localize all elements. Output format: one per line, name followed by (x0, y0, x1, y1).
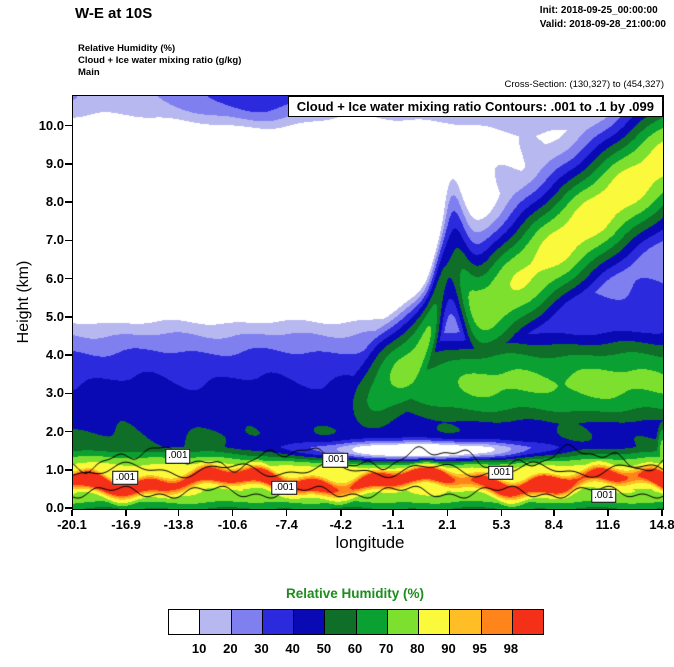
cross-section-info: Cross-Section: (130,327) to (454,327) (504, 79, 664, 90)
y-tick-mark (65, 316, 72, 318)
colorbar-label: 10 (191, 641, 207, 656)
colorbar-title: Relative Humidity (%) (285, 586, 425, 601)
field-line-cloud-ice: Cloud + Ice water mixing ratio (g/kg) (78, 54, 242, 66)
x-tick-mark (607, 509, 609, 516)
x-tick-label: 14.8 (649, 517, 674, 532)
x-tick-label: 2.1 (438, 517, 457, 532)
rh-contour-canvas (73, 96, 663, 509)
colorbar-swatch (293, 610, 325, 634)
x-tick-label: 8.4 (544, 517, 563, 532)
colorbar-swatch (418, 610, 450, 634)
x-tick-mark (553, 509, 555, 516)
colorbar-label: 20 (223, 641, 238, 656)
x-axis-label: longitude (335, 533, 405, 552)
contour-label: .001 (591, 488, 617, 504)
y-tick-mark (65, 469, 72, 471)
y-tick-mark (65, 201, 72, 203)
colorbar-swatch (199, 610, 231, 634)
x-tick-mark (500, 509, 503, 516)
y-tick-mark (65, 124, 72, 127)
contour-info-box: Cloud + Ice water mixing ratio Contours:… (287, 96, 663, 117)
x-tick-label: -13.8 (163, 517, 194, 532)
plot-area: Cloud + Ice water mixing ratio Contours:… (72, 95, 664, 510)
colorbar (168, 609, 544, 635)
contour-label: .001 (271, 480, 298, 495)
y-tick-label: 2.0 (45, 423, 64, 439)
x-tick-mark (125, 509, 127, 516)
x-tick-label: -4.2 (329, 517, 352, 532)
y-tick-mark (65, 392, 72, 395)
colorbar-label: 30 (254, 641, 269, 656)
y-tick-mark (65, 354, 72, 356)
y-tick-label: 5.0 (45, 308, 64, 324)
x-tick-label: -16.9 (111, 517, 141, 532)
contour-label: .001 (322, 453, 348, 468)
y-tick-label: 3.0 (45, 385, 64, 401)
y-tick-label: 10.0 (38, 117, 64, 133)
colorbar-labels: 10 20 30 40 50 60 70 80 90 95 98 (168, 641, 542, 657)
colorbar-swatch (511, 610, 543, 634)
colorbar-swatch (261, 610, 293, 634)
y-tick-label: 4.0 (45, 347, 64, 363)
field-line-rh: Relative Humidity (%) (78, 43, 176, 54)
colorbar-label: 98 (503, 641, 519, 656)
x-tick-mark (231, 509, 234, 516)
colorbar-swatch (324, 610, 356, 634)
colorbar-label: 90 (441, 641, 456, 656)
colorbar-swatch (230, 610, 262, 634)
x-tick-label: 5.3 (492, 517, 511, 532)
x-tick-mark (340, 509, 342, 516)
colorbar-label: 60 (347, 641, 363, 656)
x-tick-label: -10.6 (217, 517, 248, 532)
y-tick-mark (65, 239, 72, 242)
colorbar-swatch (169, 610, 200, 634)
colorbar-label: 80 (410, 641, 425, 656)
colorbar-label: 40 (285, 641, 300, 656)
colorbar-label: 70 (378, 641, 394, 656)
colorbar-label: 95 (472, 641, 487, 656)
y-tick-label: 1.0 (45, 461, 64, 477)
y-tick-label: 9.0 (45, 155, 64, 171)
y-tick-mark (65, 163, 72, 165)
x-tick-mark (71, 509, 73, 516)
y-axis-label: Height (km) (15, 260, 32, 344)
x-tick-mark (177, 509, 180, 516)
x-tick-label: 11.6 (595, 517, 621, 532)
colorbar-label: 50 (316, 641, 332, 656)
y-tick-mark (65, 430, 72, 433)
y-tick-mark (65, 507, 72, 509)
field-line-main: Main (78, 66, 100, 78)
field-list: Relative Humidity (%) Cloud + Ice water … (78, 43, 241, 79)
contour-label: .001 (487, 465, 514, 480)
y-tick-label: 6.0 (45, 270, 64, 286)
run-times: Init: 2018-09-25_00:00:00 Valid: 2018-09… (540, 4, 666, 31)
page-title: W-E at 10S (75, 5, 153, 22)
y-tick-label: 7.0 (45, 232, 64, 248)
colorbar-swatch (480, 610, 512, 634)
x-tick-mark (446, 509, 449, 516)
y-tick-label: 0.0 (45, 500, 64, 515)
colorbar-swatch (355, 610, 387, 634)
x-tick-mark (392, 509, 394, 516)
valid-time: Valid: 2018-09-28_21:00:00 (539, 18, 666, 30)
y-tick-mark (65, 277, 72, 280)
contour-label: .001 (112, 470, 139, 485)
colorbar-swatch (386, 610, 418, 634)
x-tick-label: -1.1 (382, 517, 405, 532)
x-tick-label: -20.1 (57, 517, 87, 532)
y-tick-label: 8.0 (45, 194, 64, 210)
init-time: Init: 2018-09-25_00:00:00 (539, 5, 658, 16)
x-tick-mark (285, 509, 288, 516)
contour-label: .001 (165, 448, 191, 464)
x-tick-mark (661, 509, 663, 516)
x-tick-label: -7.4 (275, 517, 298, 532)
colorbar-swatch (449, 610, 481, 634)
